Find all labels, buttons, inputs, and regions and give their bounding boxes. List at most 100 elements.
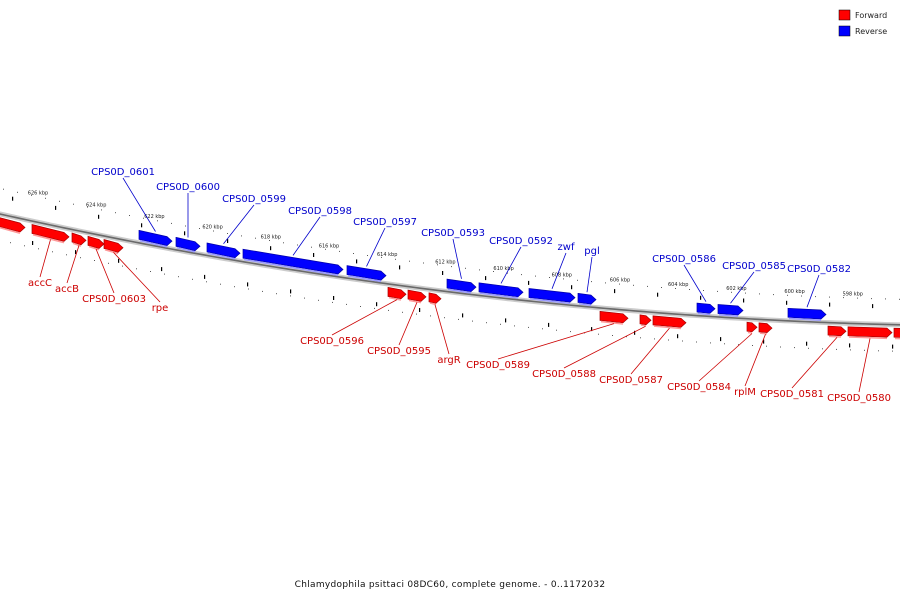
gene-zwf[interactable]: [528, 288, 576, 305]
label-leader-cps0d-0584: [698, 333, 753, 382]
label-leader-cps0d-0601: [122, 177, 156, 232]
gene-label-pgl: pgl: [584, 246, 599, 257]
scale-label-600: 600 kbp: [784, 289, 804, 295]
gene-cps0d-0595[interactable]: [407, 289, 427, 304]
label-leader-rpe: [113, 252, 161, 303]
scale-label-626: 626 kbp: [28, 190, 48, 196]
label-leader-accc: [39, 239, 51, 278]
label-leader-cps0d-0585: [730, 271, 755, 304]
scale-label-622: 622 kbp: [144, 214, 164, 220]
scale-label-624: 624 kbp: [86, 203, 106, 209]
gene-label-cps0d-0600: CPS0D_0600: [156, 182, 220, 193]
label-leader-accb: [66, 245, 80, 284]
label-leader-cps0d-0593: [452, 238, 462, 279]
legend: Forward Reverse: [838, 9, 887, 37]
gene-cps0d-0601[interactable]: [138, 229, 173, 248]
label-leader-cps0d-0587: [630, 327, 670, 375]
gene-label-rpe: rpe: [152, 303, 169, 314]
gene-argr[interactable]: [428, 292, 442, 306]
gene-cps0d-0600[interactable]: [175, 236, 201, 253]
scale-label-608: 608 kbp: [552, 272, 572, 278]
gene-cps0d-0592[interactable]: [478, 282, 524, 299]
scale-label-616: 616 kbp: [319, 243, 339, 249]
gene-partial-27[interactable]: [893, 327, 900, 340]
gene-label-cps0d-0596: CPS0D_0596: [300, 336, 364, 347]
label-leader-cps0d-0586: [683, 264, 707, 302]
gene-label-cps0d-0585: CPS0D_0585: [722, 261, 786, 272]
label-leader-cps0d-0596: [331, 299, 398, 336]
gene-cps0d-0585[interactable]: [717, 304, 744, 317]
label-leader-cps0d-0592: [500, 246, 522, 284]
label-leader-cps0d-0598: [292, 216, 321, 256]
scale-label-598: 598 kbp: [843, 292, 863, 298]
label-leader-cps0d-0589: [497, 323, 615, 360]
genome-caption: Chlamydophila psittaci 08DC60, complete …: [295, 580, 606, 590]
gene-label-cps0d-0588: CPS0D_0588: [532, 369, 596, 380]
label-leader-cps0d-0588: [563, 325, 646, 369]
label-leader-zwf: [551, 252, 567, 289]
gene-label-rplm: rplM: [734, 387, 756, 398]
forward-legend-label: Forward: [855, 11, 887, 20]
gene-label-cps0d-0580: CPS0D_0580: [827, 393, 891, 404]
reverse-legend-label: Reverse: [855, 27, 887, 36]
gene-cps0d-0586[interactable]: [696, 302, 716, 316]
gene-label-accc: accC: [28, 278, 52, 289]
label-leader-argr: [434, 304, 450, 355]
label-leader-cps0d-0581: [791, 337, 838, 389]
gene-cps0d-0603[interactable]: [87, 235, 105, 251]
gene-label-cps0d-0599: CPS0D_0599: [222, 194, 286, 205]
gene-label-cps0d-0597: CPS0D_0597: [353, 217, 417, 228]
label-leader-cps0d-0580: [858, 338, 871, 393]
gene-accb[interactable]: [71, 232, 87, 247]
gene-label-argr: argR: [437, 355, 460, 366]
gene-label-accb: accB: [55, 284, 79, 295]
gene-rplm[interactable]: [758, 322, 773, 335]
label-leader-rplm: [744, 334, 766, 387]
gene-cps0d-0580[interactable]: [847, 326, 893, 340]
gene-cps0d-0587[interactable]: [652, 315, 687, 330]
gene-cps0d-0588[interactable]: [639, 314, 652, 327]
gene-label-cps0d-0581: CPS0D_0581: [760, 389, 824, 400]
gene-label-cps0d-0589: CPS0D_0589: [466, 360, 530, 371]
gene-label-cps0d-0603: CPS0D_0603: [82, 294, 146, 305]
scale-label-612: 612 kbp: [435, 259, 455, 265]
label-leader-pgl: [586, 256, 593, 293]
gene-partial-0[interactable]: [0, 216, 26, 234]
gene-label-cps0d-0595: CPS0D_0595: [367, 346, 431, 357]
gene-rpe[interactable]: [103, 239, 124, 255]
gene-label-cps0d-0582: CPS0D_0582: [787, 264, 851, 275]
gene-cps0d-0584[interactable]: [746, 321, 758, 334]
gene-cps0d-0596[interactable]: [387, 286, 407, 301]
gene-cps0d-0593[interactable]: [446, 278, 477, 294]
gene-cps0d-0598[interactable]: [242, 248, 344, 276]
label-leader-cps0d-0595: [398, 302, 418, 346]
genome-backbone: [0, 211, 900, 328]
label-leader-cps0d-0597: [366, 227, 386, 267]
gene-label-zwf: zwf: [558, 242, 575, 253]
gene-cps0d-0581[interactable]: [827, 325, 847, 338]
scale-label-618: 618 kbp: [261, 234, 281, 240]
scale-label-606: 606 kbp: [610, 278, 630, 284]
scale-label-604: 604 kbp: [668, 282, 688, 288]
scale-ticks: 626 kbp 624 kbp 622 kbp 620 kbp 618 kbp 616 k…: [3, 188, 900, 352]
gene-cps0d-0597[interactable]: [346, 265, 387, 283]
gene-label-cps0d-0593: CPS0D_0593: [421, 228, 485, 239]
gene-cps0d-0589[interactable]: [599, 311, 629, 325]
gene-label-cps0d-0592: CPS0D_0592: [489, 236, 553, 247]
label-leader-cps0d-0603: [95, 248, 115, 294]
scale-label-614: 614 kbp: [377, 252, 397, 258]
gene-cps0d-0599[interactable]: [206, 242, 241, 260]
label-leader-cps0d-0582: [806, 274, 820, 308]
reverse-legend-swatch: [838, 25, 851, 37]
gene-label-cps0d-0598: CPS0D_0598: [288, 206, 352, 217]
gene-pgl[interactable]: [577, 293, 597, 307]
label-leader-cps0d-0599: [223, 204, 255, 245]
gene-cps0d-0582[interactable]: [787, 307, 827, 321]
gene-accc[interactable]: [31, 224, 70, 244]
scale-label-602: 602 kbp: [726, 286, 746, 292]
gene-label-cps0d-0584: CPS0D_0584: [667, 382, 731, 393]
scale-label-620: 620 kbp: [202, 224, 222, 230]
